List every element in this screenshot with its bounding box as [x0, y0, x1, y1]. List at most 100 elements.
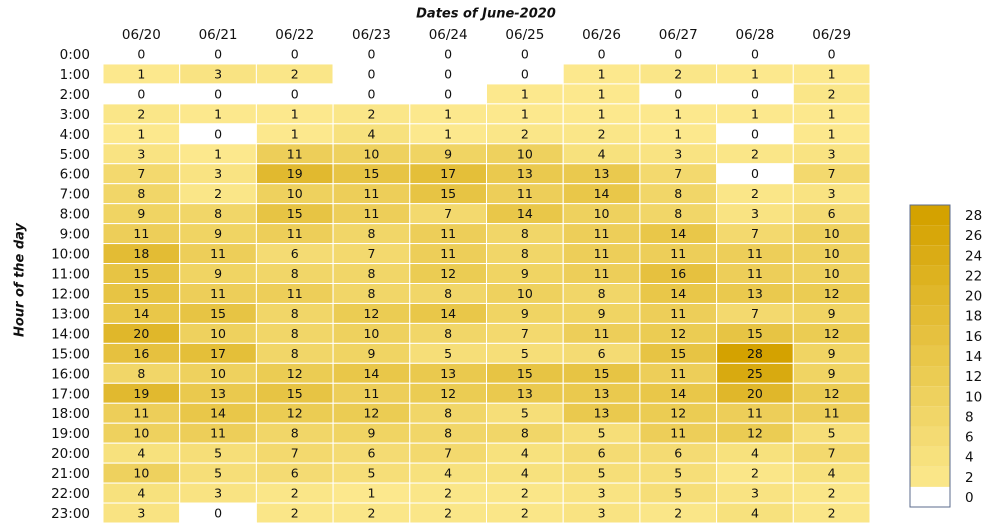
- cell-value: 16: [670, 266, 686, 281]
- cell-value: 5: [521, 406, 529, 421]
- cell-value: 11: [747, 266, 763, 281]
- colorbar-block: [910, 245, 950, 266]
- cell-value: 9: [828, 346, 836, 361]
- colorbar-block: [910, 305, 950, 326]
- y-tick-label: 6:00: [60, 167, 90, 183]
- cell-value: 11: [287, 146, 303, 161]
- cell-value: 0: [367, 66, 375, 81]
- x-tick-label: 06/29: [812, 27, 851, 43]
- cell-value: 8: [291, 346, 299, 361]
- cell-value: 11: [133, 226, 149, 241]
- cell-value: 8: [367, 226, 375, 241]
- cell-value: 8: [521, 246, 529, 261]
- cell-value: 14: [517, 206, 533, 221]
- cell-value: 11: [440, 226, 456, 241]
- cell-value: 0: [367, 46, 375, 61]
- cell-value: 1: [674, 106, 682, 121]
- colorbar-block: [910, 446, 950, 467]
- cell-value: 1: [291, 106, 299, 121]
- cell-value: 8: [291, 266, 299, 281]
- cell-value: 5: [828, 426, 836, 441]
- cell-value: 12: [363, 406, 379, 421]
- cell-value: 3: [214, 166, 222, 181]
- cell-value: 8: [367, 266, 375, 281]
- cell-value: 12: [824, 386, 840, 401]
- cell-value: 10: [363, 146, 379, 161]
- colorbar-tick-label: 6: [965, 430, 974, 446]
- cell-value: 14: [594, 186, 610, 201]
- y-tick-label: 8:00: [60, 207, 90, 223]
- cell-value: 8: [444, 426, 452, 441]
- cell-value: 9: [367, 346, 375, 361]
- cell-value: 5: [674, 466, 682, 481]
- cell-value: 1: [828, 66, 836, 81]
- cell-value: 0: [214, 126, 222, 141]
- y-tick-label: 2:00: [60, 87, 90, 103]
- cell-value: 11: [440, 246, 456, 261]
- cell-value: 0: [828, 46, 836, 61]
- cell-value: 8: [444, 406, 452, 421]
- cell-value: 9: [598, 306, 606, 321]
- cell-value: 0: [291, 46, 299, 61]
- cell-value: 12: [670, 406, 686, 421]
- cell-value: 0: [444, 86, 452, 101]
- cell-value: 9: [828, 366, 836, 381]
- cell-value: 10: [363, 326, 379, 341]
- cell-value: 7: [367, 246, 375, 261]
- cell-value: 13: [440, 366, 456, 381]
- colorbar-tick-label: 14: [965, 349, 982, 365]
- cell-value: 9: [214, 226, 222, 241]
- x-tick-label: 06/25: [505, 27, 544, 43]
- colorbar-tick-label: 28: [965, 208, 982, 224]
- colorbar-tick-label: 0: [965, 490, 974, 506]
- cell-value: 15: [287, 386, 303, 401]
- cell-value: 5: [598, 426, 606, 441]
- x-tick-label: 06/24: [429, 27, 468, 43]
- cell-value: 2: [444, 506, 452, 521]
- cell-value: 9: [367, 426, 375, 441]
- x-tick-label: 06/27: [659, 27, 698, 43]
- cell-value: 0: [521, 46, 529, 61]
- cell-value: 0: [674, 86, 682, 101]
- cell-value: 0: [137, 86, 145, 101]
- cell-value: 13: [517, 386, 533, 401]
- cell-value: 13: [594, 166, 610, 181]
- colorbar-tick-label: 4: [965, 450, 974, 466]
- cell-value: 8: [444, 326, 452, 341]
- y-tick-label: 7:00: [60, 187, 90, 203]
- cell-value: 11: [363, 206, 379, 221]
- cell-value: 7: [828, 446, 836, 461]
- cell-value: 11: [287, 286, 303, 301]
- y-tick-label: 23:00: [51, 506, 90, 522]
- cell-value: 2: [367, 106, 375, 121]
- cell-value: 15: [287, 206, 303, 221]
- cell-value: 5: [444, 346, 452, 361]
- cell-value: 10: [287, 186, 303, 201]
- cell-value: 11: [670, 366, 686, 381]
- cell-value: 2: [521, 506, 529, 521]
- cell-value: 0: [367, 86, 375, 101]
- cell-value: 3: [214, 486, 222, 501]
- cell-value: 1: [214, 146, 222, 161]
- y-tick-label: 14:00: [51, 326, 90, 342]
- cell-value: 14: [670, 226, 686, 241]
- x-tick-label: 06/26: [582, 27, 621, 43]
- cell-value: 3: [137, 146, 145, 161]
- cell-value: 12: [440, 266, 456, 281]
- cell-value: 0: [751, 86, 759, 101]
- colorbar-block: [910, 486, 950, 507]
- cell-value: 11: [363, 186, 379, 201]
- x-tick-label: 06/21: [199, 27, 238, 43]
- cell-value: 0: [137, 46, 145, 61]
- y-tick-label: 3:00: [60, 107, 90, 123]
- cell-value: 14: [363, 366, 379, 381]
- cell-value: 2: [444, 486, 452, 501]
- cell-value: 4: [137, 486, 145, 501]
- cell-value: 13: [517, 166, 533, 181]
- cell-value: 2: [291, 506, 299, 521]
- y-tick-label: 9:00: [60, 227, 90, 243]
- cell-value: 11: [670, 306, 686, 321]
- colorbar-block: [910, 265, 950, 286]
- y-tick-label: 13:00: [51, 306, 90, 322]
